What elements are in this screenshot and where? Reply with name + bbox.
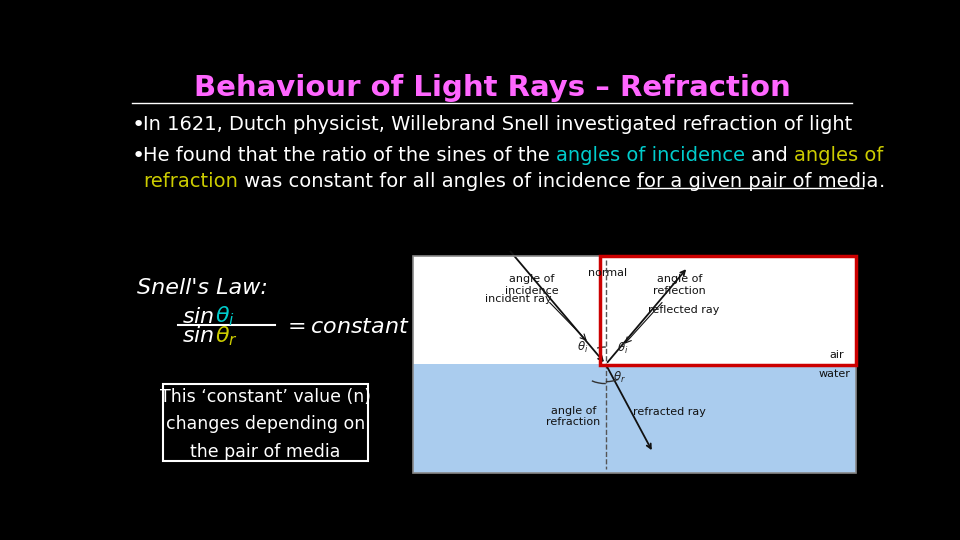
Text: angles of: angles of bbox=[794, 146, 883, 165]
Text: normal: normal bbox=[588, 268, 627, 278]
Text: $\theta_i$: $\theta_i$ bbox=[617, 341, 629, 356]
Bar bbox=[413, 256, 856, 473]
Text: .: . bbox=[878, 172, 885, 191]
Text: angles of incidence: angles of incidence bbox=[556, 146, 745, 165]
Text: $\mathit{\theta_i}$: $\mathit{\theta_i}$ bbox=[214, 305, 234, 328]
Text: •: • bbox=[132, 146, 145, 166]
Text: incident ray: incident ray bbox=[485, 294, 552, 304]
Text: •: • bbox=[132, 115, 145, 135]
Text: $\mathit{\theta_r}$: $\mathit{\theta_r}$ bbox=[214, 324, 237, 348]
Bar bbox=[413, 256, 856, 364]
Text: $= \mathit{constant}$: $= \mathit{constant}$ bbox=[283, 316, 410, 336]
Text: angle of
reflection: angle of reflection bbox=[653, 274, 706, 296]
Text: refraction: refraction bbox=[143, 172, 238, 191]
Text: angle of
refraction: angle of refraction bbox=[546, 406, 600, 428]
Text: Behaviour of Light Rays – Refraction: Behaviour of Light Rays – Refraction bbox=[194, 74, 790, 102]
Bar bbox=[600, 256, 856, 365]
Text: $\mathit{sin}\ $: $\mathit{sin}\ $ bbox=[182, 326, 214, 346]
Text: water: water bbox=[819, 369, 851, 379]
Text: In 1621, Dutch physicist, Willebrand Snell investigated refraction of light: In 1621, Dutch physicist, Willebrand Sne… bbox=[143, 116, 852, 134]
Text: $\theta_i$: $\theta_i$ bbox=[577, 340, 588, 355]
Text: Snell's Law:: Snell's Law: bbox=[137, 278, 268, 298]
Text: $\theta_r$: $\theta_r$ bbox=[613, 370, 626, 386]
Bar bbox=[162, 384, 368, 461]
Text: air: air bbox=[829, 350, 844, 360]
Text: and: and bbox=[745, 146, 794, 165]
Text: angle of
incidence: angle of incidence bbox=[505, 274, 559, 296]
Text: for a given pair of media: for a given pair of media bbox=[637, 172, 878, 191]
Text: refracted ray: refracted ray bbox=[634, 407, 707, 417]
Text: reflected ray: reflected ray bbox=[648, 305, 720, 314]
Text: $\mathit{sin}\ $: $\mathit{sin}\ $ bbox=[182, 307, 214, 327]
Text: was constant for all angles of incidence: was constant for all angles of incidence bbox=[238, 172, 637, 191]
Bar bbox=[413, 364, 856, 473]
Text: He found that the ratio of the sines of the: He found that the ratio of the sines of … bbox=[143, 146, 556, 165]
Text: This ‘constant’ value (n)
changes depending on
the pair of media: This ‘constant’ value (n) changes depend… bbox=[159, 388, 371, 461]
